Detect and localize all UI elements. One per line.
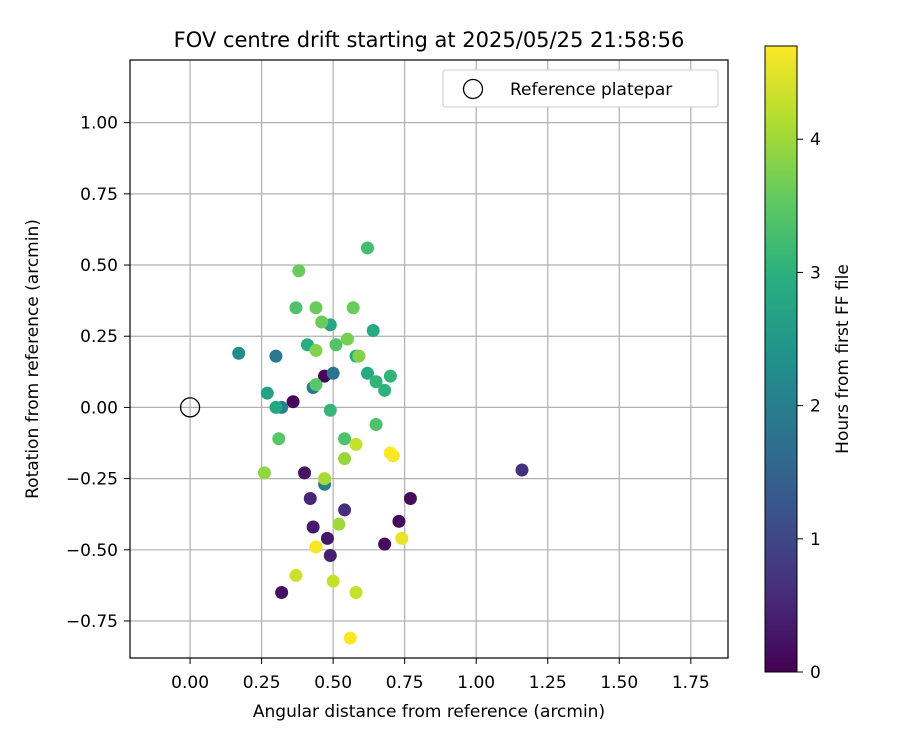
y-tick-label: 0.50 — [80, 256, 118, 276]
scatter-point — [360, 241, 374, 255]
scatter-point — [232, 346, 246, 360]
x-axis-label: Angular distance from reference (arcmin) — [253, 702, 605, 722]
y-tick-label: 0.25 — [80, 327, 118, 347]
colorbar-tick-label: 3 — [810, 263, 821, 283]
colorbar-tick-label: 1 — [810, 530, 821, 550]
y-tick-label: −0.50 — [66, 541, 118, 561]
scatter-point — [269, 400, 283, 414]
colorbar-tick-label: 2 — [810, 397, 821, 417]
scatter-point — [329, 338, 343, 352]
scatter-point — [366, 324, 380, 338]
scatter-point — [338, 503, 352, 517]
scatter-point — [298, 466, 312, 480]
scatter-point — [392, 514, 406, 528]
scatter-point — [383, 369, 397, 383]
scatter-point — [349, 586, 363, 600]
scatter-point — [369, 375, 383, 389]
scatter-point — [320, 531, 334, 545]
scatter-point — [286, 395, 300, 409]
scatter-point — [403, 492, 417, 506]
scatter-point — [378, 383, 392, 397]
scatter-point — [306, 520, 320, 534]
scatter-point — [378, 537, 392, 551]
y-tick-label: −0.75 — [66, 612, 118, 632]
scatter-point — [395, 531, 409, 545]
scatter-points — [179, 241, 529, 645]
scatter-point — [369, 417, 383, 431]
scatter-point — [338, 432, 352, 446]
grid — [130, 60, 728, 658]
scatter-point — [260, 386, 274, 400]
y-tick-label: 1.00 — [80, 114, 118, 134]
scatter-point — [289, 301, 303, 315]
y-axis-ticks: 1.00 0.75 0.50 0.25 0.00 −0.25 −0.50 −0.75 — [66, 114, 130, 632]
x-tick-label: 0.50 — [314, 673, 352, 693]
scatter-point — [315, 315, 329, 329]
scatter-point — [343, 631, 357, 645]
scatter-point — [309, 343, 323, 357]
x-tick-label: 0.25 — [243, 673, 281, 693]
scatter-point — [383, 446, 397, 460]
scatter-point — [269, 349, 283, 363]
x-axis-ticks: 0.00 0.25 0.50 0.75 1.00 1.25 1.50 1.75 — [171, 658, 710, 693]
scatter-point — [257, 466, 271, 480]
scatter-point — [275, 586, 289, 600]
scatter-point — [272, 432, 286, 446]
scatter-point — [349, 437, 363, 451]
scatter-point — [289, 568, 303, 582]
x-tick-label: 0.75 — [386, 673, 424, 693]
x-tick-label: 1.75 — [672, 673, 710, 693]
scatter-point — [318, 472, 332, 486]
colorbar-gradient — [764, 45, 798, 673]
scatter-point — [360, 366, 374, 380]
y-axis-label: Rotation from reference (arcmin) — [23, 219, 43, 499]
scatter-point — [323, 403, 337, 417]
scatter-point — [338, 452, 352, 466]
chart-title: FOV centre drift starting at 2025/05/25 … — [174, 28, 685, 52]
scatter-point — [326, 574, 340, 588]
scatter-point — [515, 463, 529, 477]
legend: Reference platepar — [442, 69, 719, 108]
scatter-point — [323, 548, 337, 562]
colorbar-tick-label: 0 — [810, 663, 821, 683]
x-tick-label: 1.50 — [600, 673, 638, 693]
legend-box — [442, 69, 719, 108]
x-tick-label: 1.00 — [457, 673, 495, 693]
colorbar-label: Hours from first FF file — [833, 264, 853, 454]
scatter-point — [292, 264, 306, 278]
scatter-point — [303, 492, 317, 506]
legend-marker-circle — [462, 78, 484, 100]
y-tick-label: 0.00 — [80, 398, 118, 418]
plot-area-frame — [129, 59, 729, 659]
scatter-point — [309, 378, 323, 392]
scatter-point — [340, 332, 354, 346]
colorbar-ticks: 0 1 2 3 4 — [797, 130, 821, 683]
reference-platepar-marker — [179, 397, 201, 418]
legend-label: Reference platepar — [510, 80, 672, 100]
x-tick-label: 0.00 — [171, 673, 209, 693]
y-tick-label: −0.25 — [66, 470, 118, 490]
x-tick-label: 1.25 — [529, 673, 567, 693]
scatter-point — [326, 366, 340, 380]
scatter-point — [346, 301, 360, 315]
scatter-point — [332, 517, 346, 531]
scatter-point — [309, 301, 323, 315]
colorbar: 0 1 2 3 4 Hours from first FF file — [764, 45, 853, 683]
scatter-point — [352, 349, 366, 363]
y-tick-label: 0.75 — [80, 185, 118, 205]
scatter-point — [309, 540, 323, 554]
colorbar-tick-label: 4 — [810, 130, 821, 150]
